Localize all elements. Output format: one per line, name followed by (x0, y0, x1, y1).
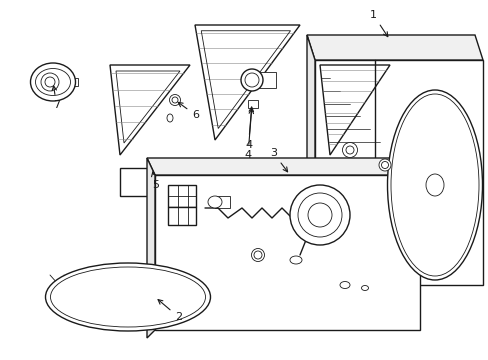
Text: 2: 2 (158, 300, 182, 322)
Polygon shape (147, 158, 155, 338)
Polygon shape (155, 175, 419, 330)
Bar (215, 196, 229, 208)
Polygon shape (195, 25, 299, 140)
Polygon shape (319, 65, 389, 155)
Text: 1: 1 (369, 10, 387, 37)
Bar (168, 207, 196, 225)
Ellipse shape (45, 263, 210, 331)
Text: 6: 6 (178, 102, 199, 120)
Ellipse shape (169, 95, 180, 105)
Bar (70, 78, 78, 86)
Ellipse shape (30, 63, 75, 101)
Ellipse shape (241, 69, 263, 91)
Bar (247, 100, 258, 108)
Text: 4: 4 (244, 107, 253, 150)
Ellipse shape (342, 143, 357, 158)
Polygon shape (306, 35, 314, 295)
Bar (258, 72, 275, 88)
Ellipse shape (361, 285, 368, 291)
Bar (168, 185, 196, 207)
Text: 4: 4 (244, 109, 253, 160)
Bar (120, 168, 184, 196)
Ellipse shape (378, 159, 390, 171)
Ellipse shape (207, 196, 222, 208)
Polygon shape (110, 65, 190, 155)
Text: 5: 5 (151, 172, 159, 190)
Text: 3: 3 (269, 148, 287, 172)
Text: 7: 7 (52, 86, 60, 110)
Ellipse shape (251, 248, 264, 261)
Ellipse shape (339, 282, 349, 288)
Ellipse shape (289, 256, 302, 264)
Polygon shape (147, 158, 419, 175)
Polygon shape (306, 35, 482, 60)
Polygon shape (314, 60, 482, 285)
Ellipse shape (167, 114, 173, 122)
Ellipse shape (386, 90, 482, 280)
Circle shape (289, 185, 349, 245)
